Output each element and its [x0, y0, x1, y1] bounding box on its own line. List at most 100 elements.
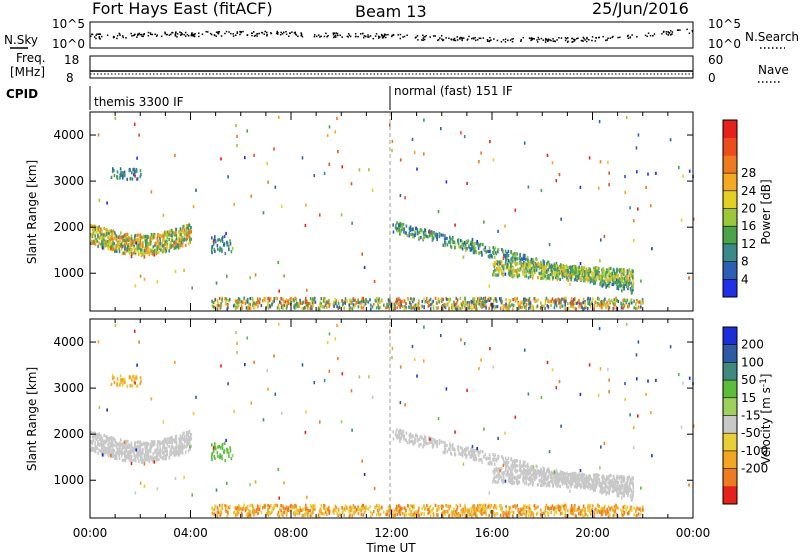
- echo-cell: [215, 281, 218, 285]
- echo-cell: [478, 458, 480, 462]
- echo-cell: [332, 302, 334, 306]
- noise-dot: [256, 33, 258, 35]
- echo-cell: [127, 238, 130, 242]
- echo-cell: [529, 263, 532, 267]
- noise-dot: [99, 33, 101, 35]
- echo-cell: [103, 433, 105, 437]
- echo-cell: [410, 297, 412, 301]
- echo-cell: [574, 265, 577, 269]
- echo-cell: [647, 172, 649, 176]
- echo-cell: [349, 306, 352, 310]
- echo-cell: [312, 297, 314, 301]
- echo-cell: [578, 265, 580, 269]
- echo-cell: [427, 300, 429, 304]
- echo-cell: [122, 445, 124, 449]
- echo-cell: [423, 152, 425, 156]
- noise-dot: [174, 33, 177, 35]
- echo-cell: [626, 269, 629, 273]
- noise-dot: [93, 36, 96, 38]
- echo-cell: [307, 306, 309, 310]
- echo-cell: [477, 246, 480, 250]
- echo-cell: [474, 454, 477, 458]
- echo-cell: [152, 250, 155, 254]
- echo-cell: [604, 303, 607, 307]
- echo-cell: [440, 233, 443, 237]
- echo-cell: [506, 458, 508, 463]
- noise-dot: [313, 35, 316, 38]
- echo-cell: [512, 460, 514, 464]
- echo-cell: [98, 198, 101, 202]
- echo-cell: [616, 492, 619, 496]
- noise-dot: [215, 31, 218, 33]
- echo-cell: [580, 271, 583, 275]
- echo-cell: [189, 440, 191, 444]
- noise-dot: [670, 34, 672, 36]
- echo-cell: [241, 300, 244, 304]
- echo-cell: [369, 298, 371, 302]
- noise-dot: [99, 38, 101, 40]
- echo-cell: [569, 301, 572, 305]
- echo-cell: [489, 249, 491, 253]
- echo-cell: [650, 204, 652, 208]
- echo-cell: [488, 462, 491, 466]
- echo-cell: [588, 483, 590, 487]
- echo-cell: [350, 298, 352, 302]
- noise-dot: [362, 36, 365, 39]
- noise-dot: [239, 30, 241, 33]
- echo-cell: [153, 253, 156, 257]
- echo-cell: [472, 305, 475, 309]
- echo-cell: [129, 454, 131, 459]
- echo-cell: [134, 249, 137, 253]
- echo-cell: [541, 274, 543, 278]
- echo-cell: [107, 436, 110, 440]
- echo-cell: [267, 301, 269, 305]
- echo-cell: [594, 266, 596, 270]
- echo-cell: [237, 304, 240, 308]
- noise-dot: [549, 39, 551, 41]
- echo-cell: [133, 171, 136, 175]
- echo-cell: [566, 272, 569, 276]
- echo-cell: [430, 438, 433, 443]
- noise-dot: [143, 33, 146, 35]
- echo-cell: [604, 278, 607, 282]
- echo-cell: [135, 445, 137, 449]
- echo-cell: [558, 298, 560, 302]
- power-xaxis: [89, 112, 694, 311]
- echo-cell: [636, 306, 638, 310]
- echo-cell: [139, 446, 141, 450]
- noise-dot: [574, 39, 576, 41]
- echo-cell: [139, 248, 142, 252]
- colorbar-segment: [723, 137, 737, 156]
- echo-cell: [101, 436, 103, 440]
- echo-cell: [101, 447, 103, 451]
- echo-cell: [333, 304, 335, 308]
- colorbar-segment: [723, 173, 737, 192]
- echo-cell: [417, 304, 420, 308]
- echo-cell: [472, 246, 474, 250]
- echo-cell: [622, 475, 625, 479]
- echo-cell: [403, 437, 405, 441]
- noise-dot: [425, 34, 427, 37]
- noise-dot: [258, 32, 260, 35]
- echo-cell: [477, 449, 479, 453]
- noise-dot: [335, 36, 337, 38]
- echo-cell: [534, 266, 537, 270]
- noise-dot: [416, 35, 419, 37]
- echo-cell: [589, 305, 592, 309]
- velocity-scatter-cells: [90, 322, 695, 518]
- echo-cell: [597, 186, 600, 190]
- echo-cell: [562, 266, 565, 270]
- echo-cell: [580, 302, 582, 306]
- echo-cell: [176, 451, 179, 455]
- echo-cell: [420, 228, 422, 232]
- echo-cell: [142, 244, 144, 248]
- echo-cell: [391, 149, 393, 153]
- echo-cell: [144, 239, 147, 243]
- echo-cell: [405, 231, 407, 235]
- echo-cell: [157, 239, 159, 243]
- echo-cell: [160, 234, 162, 238]
- echo-cell: [494, 251, 497, 255]
- echo-cell: [216, 451, 219, 455]
- echo-cell: [503, 460, 505, 464]
